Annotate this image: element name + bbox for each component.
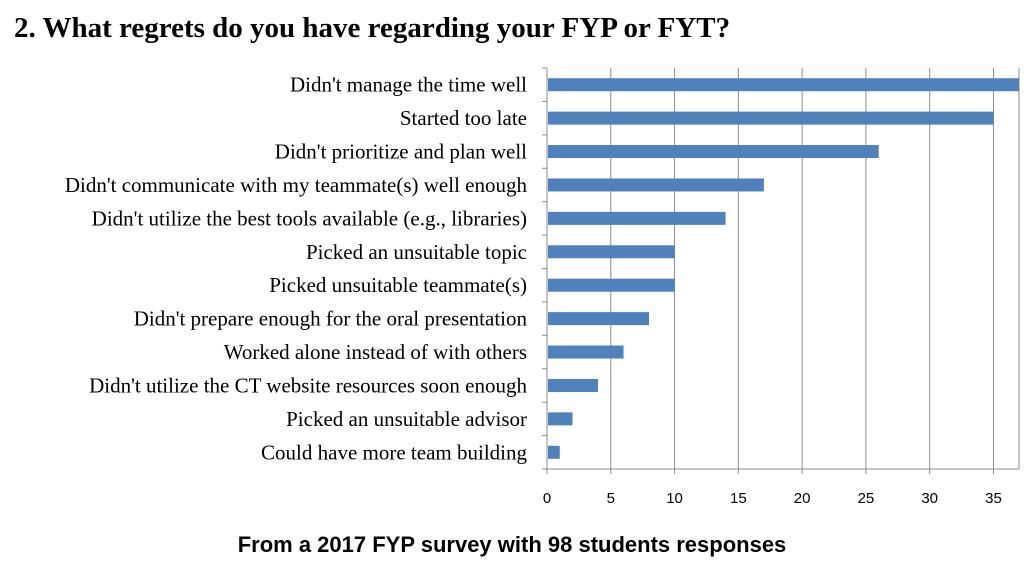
category-label: Picked unsuitable teammate(s): [269, 273, 527, 297]
bar: [548, 412, 573, 426]
category-label: Didn't utilize the best tools available …: [92, 206, 527, 230]
x-tick-label: 0: [543, 490, 551, 507]
x-tick-label: 20: [794, 490, 811, 507]
chart-title: 2. What regrets do you have regarding yo…: [14, 12, 731, 44]
category-label: Could have more team building: [261, 440, 527, 464]
bar: [548, 445, 560, 459]
category-label: Didn't utilize the CT website resources …: [89, 373, 527, 397]
bar: [548, 111, 994, 125]
bar: [548, 312, 650, 326]
x-tick-label: 25: [858, 490, 875, 507]
category-label: Picked an unsuitable advisor: [286, 407, 527, 431]
x-tick-label: 10: [666, 490, 683, 507]
x-tick-label: 35: [985, 490, 1002, 507]
bar: [548, 245, 675, 259]
category-label: Didn't communicate with my teammate(s) w…: [65, 173, 528, 197]
x-tick-label: 30: [921, 490, 938, 507]
bar-chart: 0 5 10 15 20 25 30 35 Didn't manage the time wel…: [65, 67, 1020, 507]
bar: [548, 345, 624, 359]
category-label: Picked an unsuitable topic: [306, 240, 527, 264]
category-label: Started too late: [400, 106, 527, 130]
bar: [548, 278, 675, 292]
bar: [548, 145, 879, 159]
category-label: Didn't prioritize and plan well: [275, 140, 527, 164]
bar: [548, 178, 764, 192]
bar: [548, 378, 599, 392]
bar: [548, 78, 1019, 92]
category-label: Didn't prepare enough for the oral prese…: [134, 307, 528, 331]
x-tick-label: 15: [730, 490, 747, 507]
category-label: Worked alone instead of with others: [224, 340, 527, 364]
category-label: Didn't manage the time well: [290, 73, 527, 97]
x-tick-label: 5: [607, 490, 615, 507]
chart-caption: From a 2017 FYP survey with 98 students …: [237, 532, 787, 557]
bar: [548, 211, 726, 225]
